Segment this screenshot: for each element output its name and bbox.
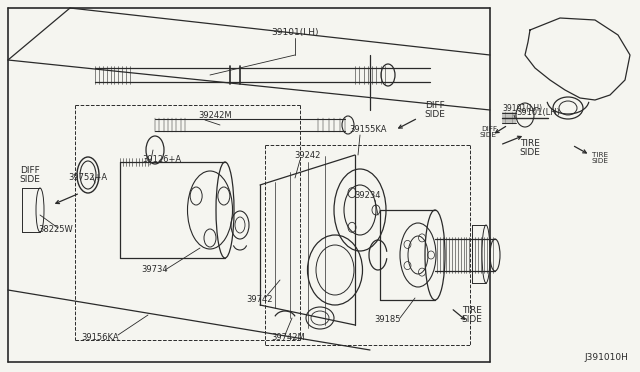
Text: 39101(LH): 39101(LH) [502, 103, 542, 112]
Text: DIFF
SIDE: DIFF SIDE [480, 126, 497, 138]
Text: 39242: 39242 [294, 151, 320, 160]
Text: 39734: 39734 [141, 266, 168, 275]
Text: 39101(LH): 39101(LH) [516, 108, 560, 116]
Text: 39156KA: 39156KA [81, 334, 119, 343]
Text: 39742M: 39742M [271, 334, 305, 343]
Text: 39234: 39234 [355, 190, 381, 199]
Text: TIRE
SIDE: TIRE SIDE [461, 306, 483, 324]
Text: 39242M: 39242M [198, 110, 232, 119]
Text: 39742: 39742 [247, 295, 273, 305]
Text: TIRE
SIDE: TIRE SIDE [520, 139, 540, 157]
Text: 39155KA: 39155KA [349, 125, 387, 135]
Text: 38225W: 38225W [38, 225, 73, 234]
Text: 39752+A: 39752+A [68, 173, 107, 183]
Text: TIRE
SIDE: TIRE SIDE [592, 152, 609, 164]
Text: 39101(LH): 39101(LH) [271, 28, 319, 36]
Text: 39126+A: 39126+A [142, 155, 181, 164]
Text: 39185: 39185 [375, 315, 401, 324]
Text: J391010H: J391010H [584, 353, 628, 362]
Text: DIFF
SIDE: DIFF SIDE [424, 101, 445, 119]
Text: DIFF
SIDE: DIFF SIDE [20, 166, 40, 185]
